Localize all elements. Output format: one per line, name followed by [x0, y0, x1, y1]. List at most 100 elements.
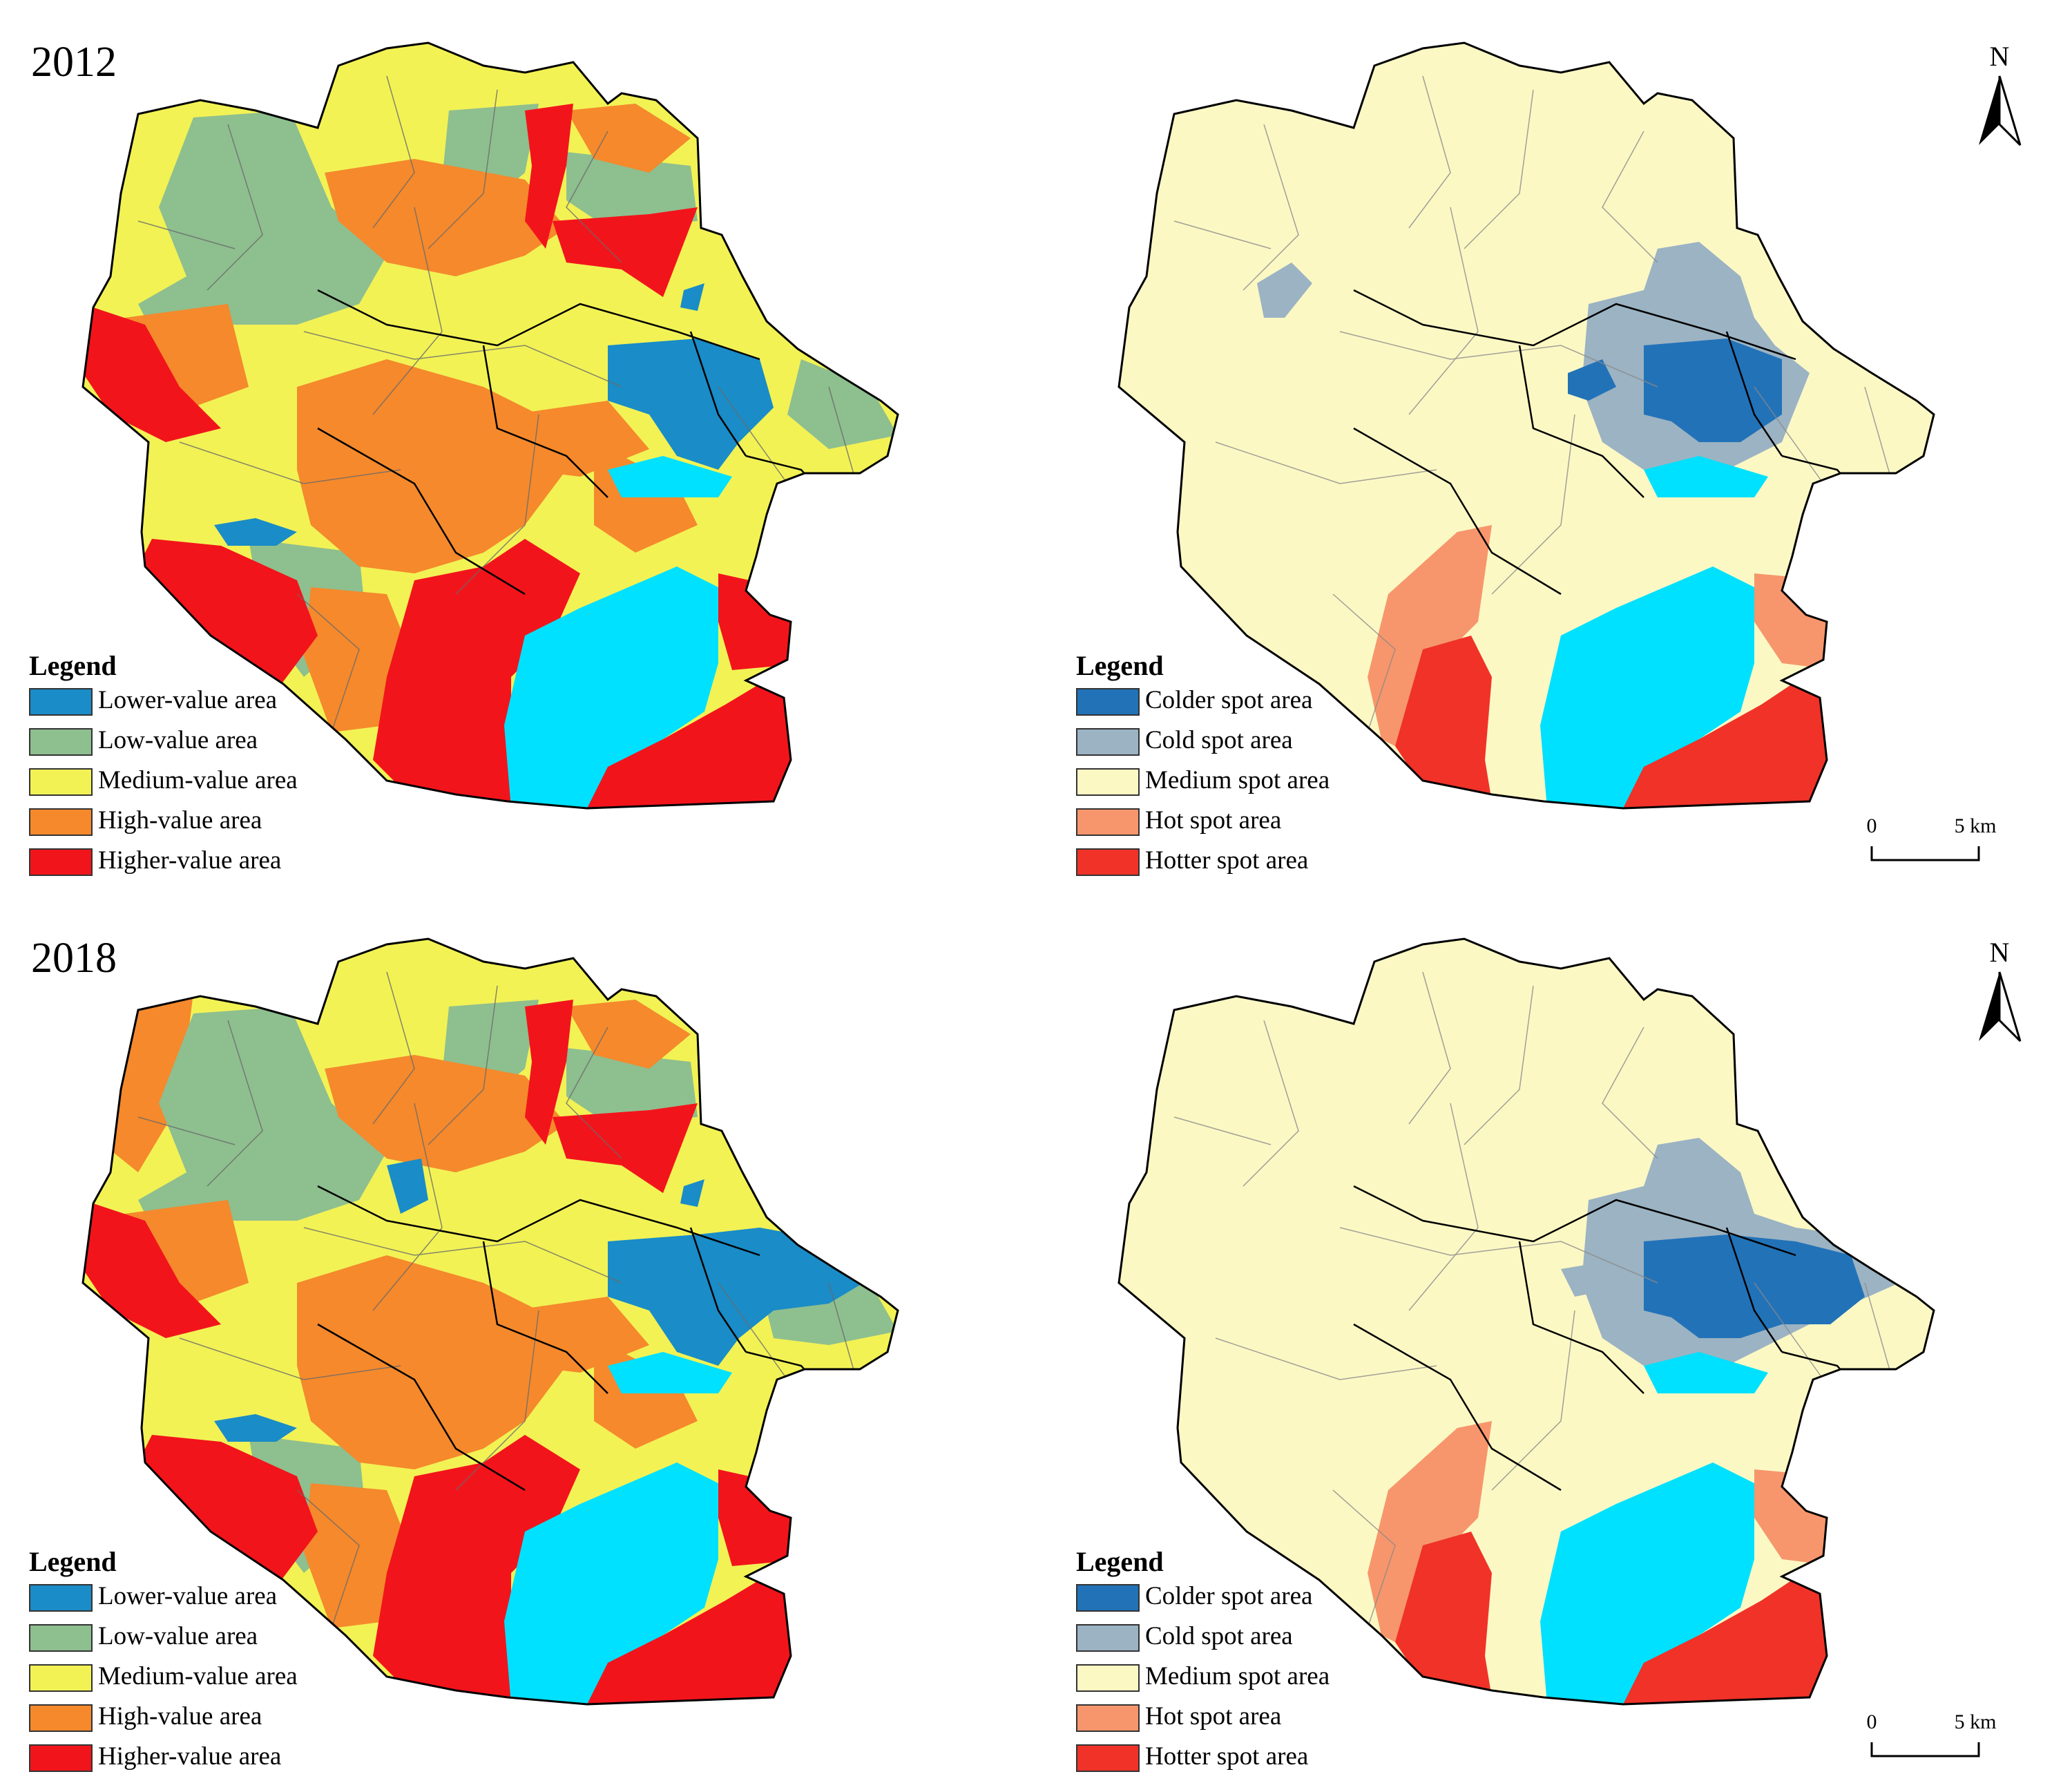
- colder-spot-region: [1568, 359, 1616, 401]
- scale-start-label: 0: [1867, 1710, 1877, 1733]
- legend-label: High-value area: [98, 1702, 262, 1731]
- high-value-region: [325, 159, 566, 276]
- legend-swatch: [1076, 688, 1140, 716]
- legend-title: Legend: [29, 650, 117, 681]
- legend-label: Medium spot area: [1145, 766, 1330, 794]
- year-label-2012: 2012: [31, 39, 117, 86]
- legend-label: Medium spot area: [1145, 1662, 1330, 1690]
- higher-value-region: [587, 684, 791, 808]
- lake: [504, 566, 718, 808]
- higher-value-region: [83, 304, 221, 442]
- hotter-spot-region: [1623, 663, 1827, 808]
- legend-label: Colder spot area: [1145, 1582, 1313, 1610]
- north-label: N: [1990, 41, 2010, 72]
- higher-value-region: [138, 1435, 318, 1587]
- legend-title: Legend: [1076, 1546, 1164, 1577]
- study-area-outline: [81, 41, 899, 810]
- legend-swatch: [29, 768, 93, 796]
- legend-label: Medium-value area: [98, 766, 298, 794]
- high-value-region: [325, 1055, 566, 1172]
- low-value-region: [138, 111, 387, 332]
- low-value-region: [787, 359, 898, 449]
- higher-value-region: [587, 1580, 791, 1704]
- legend: Legend Lower-value area Low-value area M…: [29, 649, 347, 884]
- legend-swatch: [29, 808, 93, 836]
- lower-value-region: [680, 1179, 704, 1207]
- legend-swatch: [29, 1744, 93, 1772]
- hotter-spot-region: [1395, 1532, 1492, 1697]
- legend: Legend Lower-value area Low-value area M…: [29, 1545, 347, 1780]
- legend-swatch: [1076, 728, 1140, 756]
- scale-bar: 0 5 km: [1867, 814, 1997, 861]
- county-boundaries: [1353, 1185, 1886, 1491]
- legend-label: Hot spot area: [1145, 806, 1282, 835]
- north-label: N: [1990, 937, 2010, 968]
- hot-spot-region: [1754, 1469, 1906, 1566]
- lake: [1540, 566, 1754, 808]
- lake: [504, 1462, 718, 1704]
- legend-label: Hotter spot area: [1145, 1742, 1309, 1771]
- legend-swatch: [29, 1624, 93, 1652]
- legend-swatch: [29, 728, 93, 756]
- legend-label: Higher-value area: [98, 846, 282, 875]
- legend-label: High-value area: [98, 806, 262, 835]
- hotter-spot-region: [1623, 1559, 1827, 1704]
- legend-swatch: [29, 1704, 93, 1732]
- legend-swatch: [29, 1584, 93, 1612]
- high-value-region: [780, 539, 884, 649]
- north-arrow-icon: N: [1979, 937, 2022, 1042]
- low-value-region: [566, 152, 698, 228]
- lower-value-region: [214, 518, 297, 546]
- county-boundaries: [1353, 289, 1886, 595]
- colder-spot-region: [1644, 339, 1782, 442]
- lower-value-region: [608, 1228, 863, 1366]
- higher-value-region: [83, 1200, 221, 1338]
- cold-spot-region: [1257, 263, 1312, 318]
- high-value-region: [511, 401, 649, 477]
- map-2018-hotspot: N 0 5 km Legend Colder spot area Cold sp…: [1036, 896, 2072, 1792]
- high-value-region: [780, 1435, 884, 1545]
- lower-value-region: [608, 339, 774, 470]
- lake: [608, 1352, 732, 1393]
- study-area-outline: [1117, 937, 1935, 1706]
- hotter-spot-region: [1395, 636, 1492, 801]
- lake: [1644, 456, 1768, 497]
- cold-spot-region: [1561, 1262, 1609, 1297]
- map-2018-value: 2018: [0, 896, 1036, 1792]
- legend-swatch: [1076, 1704, 1140, 1732]
- higher-value-region: [718, 1469, 815, 1566]
- legend-label: Colder spot area: [1145, 686, 1313, 714]
- legend-swatch: [1076, 768, 1140, 796]
- legend-label: Lower-value area: [98, 1582, 278, 1610]
- hot-spot-region: [1368, 525, 1492, 760]
- high-value-region: [297, 359, 566, 573]
- legend-label: Lower-value area: [98, 686, 278, 714]
- legend-title: Legend: [29, 1546, 117, 1577]
- legend-swatch: [1076, 1744, 1140, 1772]
- map-2012-hotspot: N 0 5 km Legend Colder spot area Cold sp…: [1036, 0, 2072, 896]
- scale-bar: 0 5 km: [1867, 1710, 1996, 1757]
- lake: [608, 456, 732, 497]
- higher-value-region: [138, 539, 318, 691]
- legend-swatch: [1076, 1584, 1140, 1612]
- legend-label: Low-value area: [98, 726, 258, 754]
- high-value-region: [297, 1255, 566, 1469]
- north-arrow-icon: N: [1979, 41, 2022, 146]
- colder-spot-region: [1644, 1235, 1865, 1338]
- legend-swatch: [29, 688, 93, 716]
- higher-value-region: [525, 104, 573, 249]
- legend-label: Low-value area: [98, 1622, 258, 1650]
- legend-swatch: [1076, 848, 1140, 876]
- high-value-region: [566, 104, 691, 173]
- legend-swatch: [29, 1664, 93, 1692]
- map-2012-value: 2012: [0, 0, 1036, 896]
- hot-spot-region: [1368, 1421, 1492, 1656]
- low-value-region: [138, 1007, 387, 1228]
- legend-title: Legend: [1076, 650, 1164, 681]
- legend-swatch: [1076, 1664, 1140, 1692]
- scale-end-label: 5 km: [1955, 814, 1997, 837]
- study-area-outline: [1117, 41, 1935, 810]
- higher-value-region: [718, 573, 815, 670]
- legend-label: Medium-value area: [98, 1662, 298, 1690]
- lake: [1540, 1462, 1754, 1704]
